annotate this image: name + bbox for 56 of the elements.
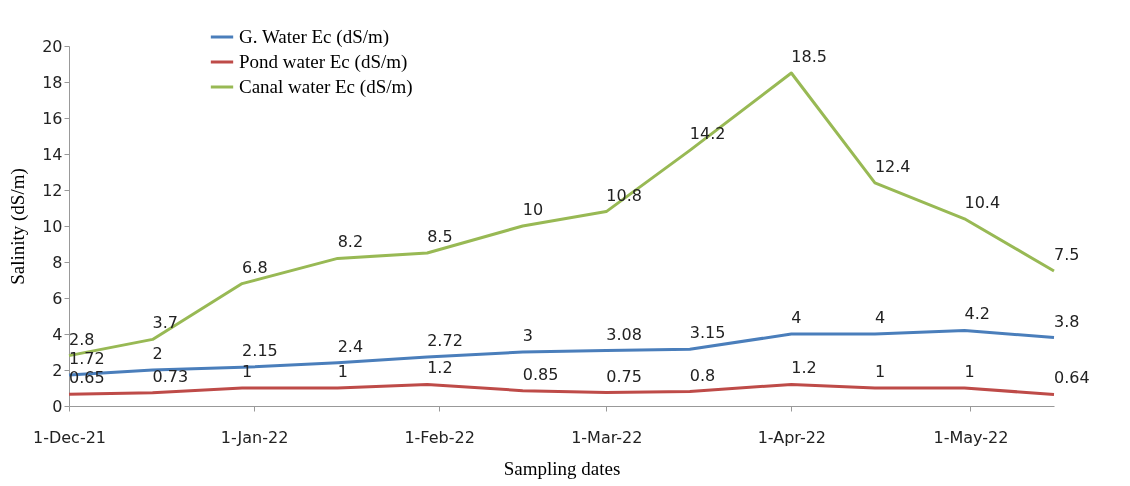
data-label: 3 <box>522 326 533 345</box>
y-tick-label: 10 <box>42 216 63 236</box>
y-tick-label: 18 <box>42 72 63 92</box>
x-tick-label: 1-Jan-22 <box>220 427 289 447</box>
data-label: 3.7 <box>152 313 179 333</box>
data-label: 6.8 <box>242 257 268 277</box>
data-label: 3.15 <box>689 323 726 343</box>
data-label: 1.2 <box>791 358 817 378</box>
data-label: 10 <box>522 200 544 219</box>
data-label: 0.64 <box>1054 368 1090 388</box>
data-label: 0.8 <box>689 365 716 385</box>
y-tick-label: 0 <box>52 396 63 416</box>
data-label: 8.5 <box>427 227 453 246</box>
data-label: 1.2 <box>427 358 453 378</box>
data-label: 2.15 <box>242 341 278 361</box>
data-label: 1.72 <box>69 349 105 369</box>
line-series <box>67 382 1056 396</box>
data-label: 8.2 <box>337 232 364 252</box>
data-label: 0.85 <box>522 364 559 384</box>
data-label: 3.08 <box>606 324 642 344</box>
data-label: 10.4 <box>964 192 1001 212</box>
x-tick-label: 1-Apr-22 <box>757 427 827 447</box>
data-label: 3.8 <box>1054 311 1080 331</box>
data-label: 4 <box>874 308 886 327</box>
y-axis-title: Salinity (dS/m) <box>7 168 30 285</box>
data-label: 1 <box>874 362 886 381</box>
y-tick-label: 16 <box>42 108 63 128</box>
data-label: 1 <box>337 362 348 381</box>
y-tick-label: 6 <box>52 288 63 308</box>
y-tick-label: 14 <box>42 144 63 164</box>
x-axis-title: Sampling dates <box>503 457 621 479</box>
data-label: 2.8 <box>69 329 95 349</box>
data-label: 2 <box>152 344 163 363</box>
data-label: 4.2 <box>964 304 990 324</box>
data-label: 4 <box>791 308 802 327</box>
data-label: 2.72 <box>427 331 463 351</box>
legend-label: Canal water Ec (dS/m) <box>239 76 413 98</box>
y-tick-label: 2 <box>52 360 63 380</box>
legend-label: Pond water Ec (dS/m) <box>239 51 408 73</box>
data-label: 1 <box>964 362 975 381</box>
data-label: 0.75 <box>606 366 642 386</box>
y-tick-label: 4 <box>52 324 63 344</box>
x-tick-label: 1-Dec-21 <box>32 427 107 447</box>
legend-label: G. Water Ec (dS/m) <box>239 26 390 48</box>
x-tick-label: 1-Feb-22 <box>404 427 475 447</box>
y-tick-label: 12 <box>42 180 63 200</box>
x-tick-label: 1-May-22 <box>933 427 1009 447</box>
data-label: 12.4 <box>874 156 911 176</box>
y-tick-label: 8 <box>52 252 63 272</box>
x-tick-label: 1-Mar-22 <box>571 427 643 447</box>
data-label: 1 <box>242 362 253 381</box>
data-label: 7.5 <box>1054 245 1080 264</box>
y-tick-label: 20 <box>42 36 63 56</box>
data-label: 2.4 <box>337 336 364 356</box>
data-label: 18.5 <box>791 47 827 66</box>
data-label: 0.73 <box>152 366 189 386</box>
